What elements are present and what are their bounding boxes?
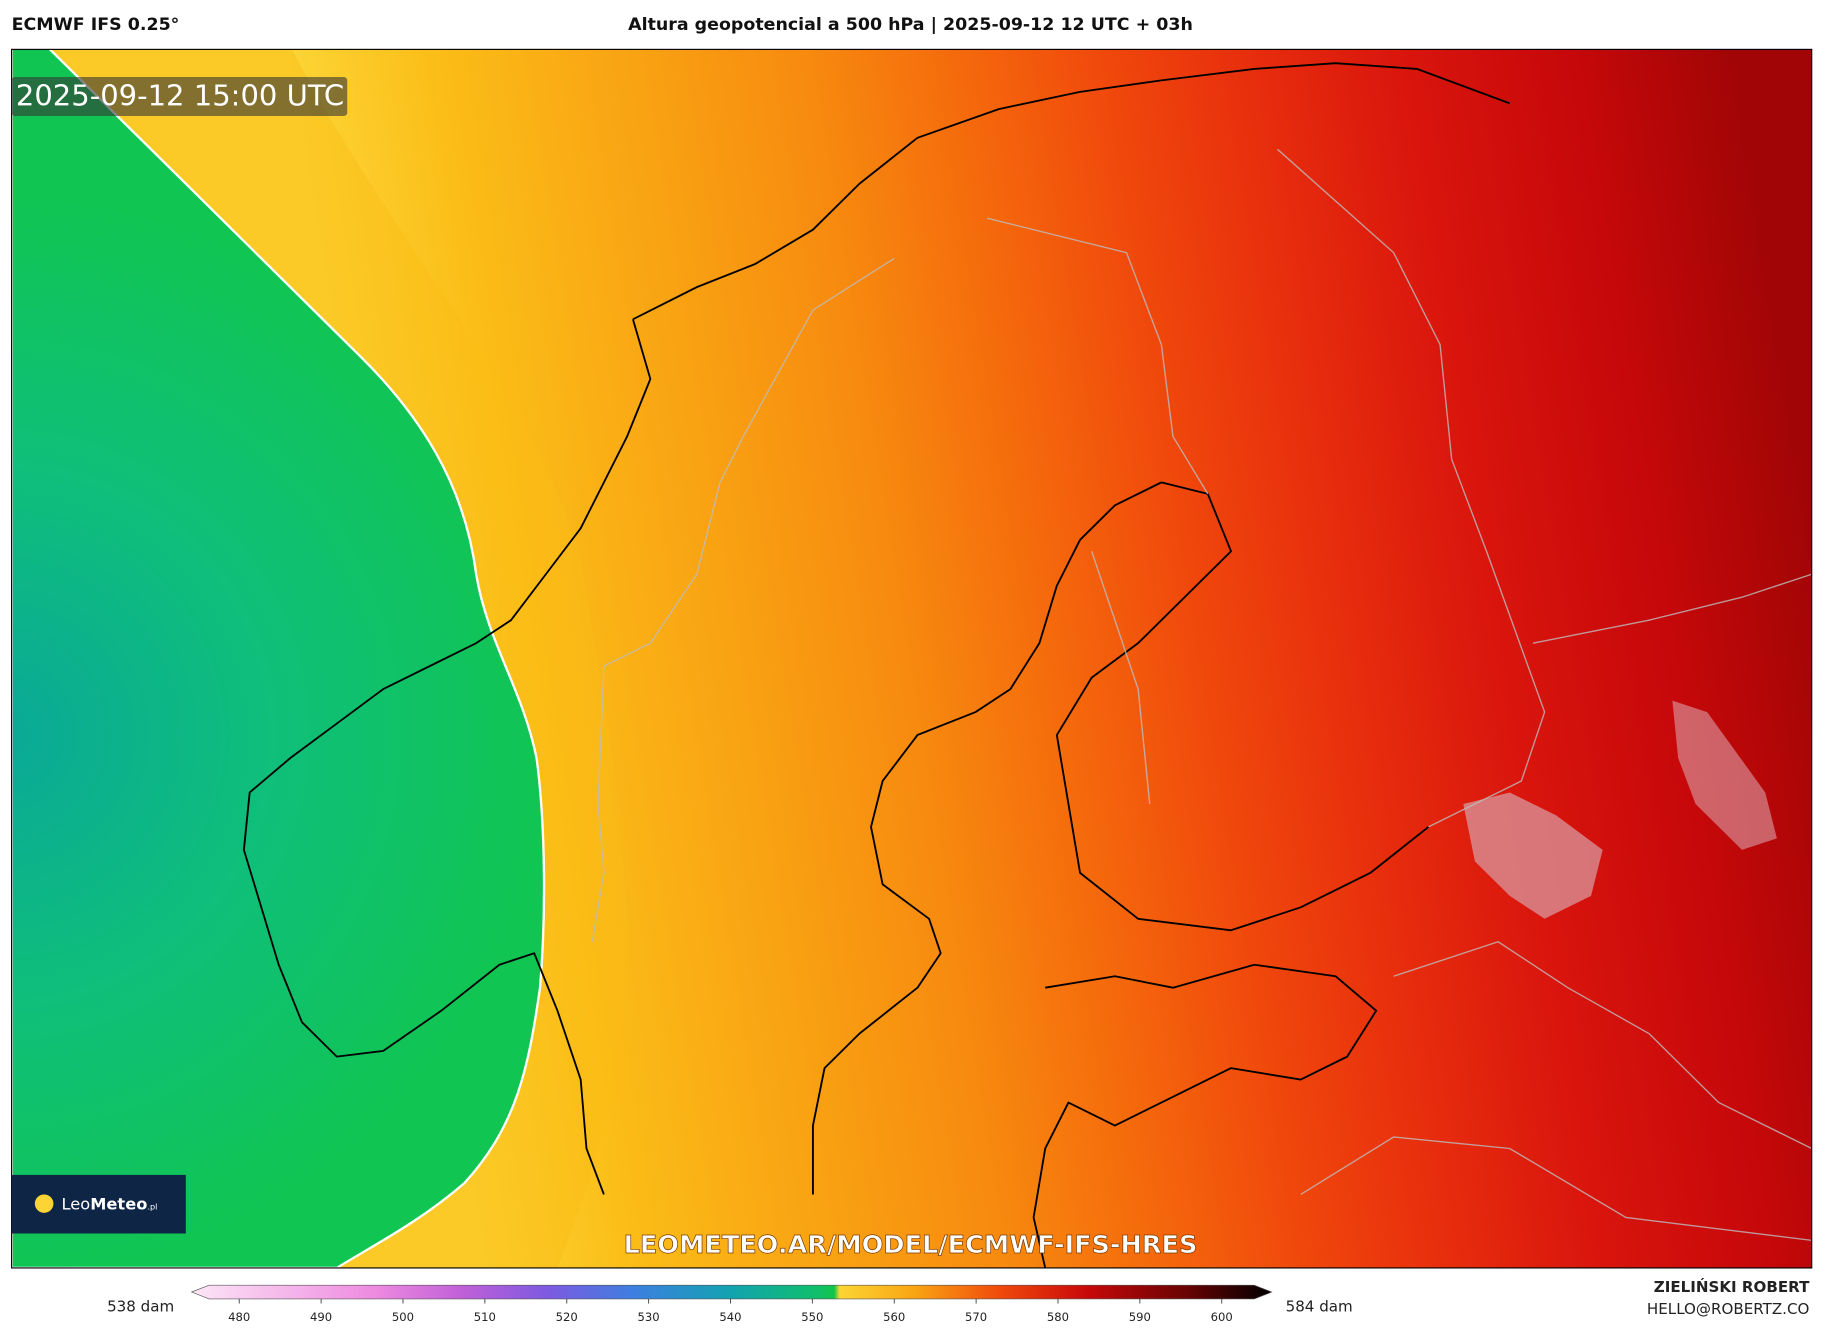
colorbar-tick-label: 520 — [556, 1310, 578, 1324]
contour-552 — [11, 49, 546, 1268]
colorbar-tick-label: 550 — [801, 1310, 823, 1324]
colorbar-tick-label: 490 — [310, 1310, 332, 1324]
lake — [1463, 792, 1603, 919]
logo-text: LeoMeteo.pl — [62, 1194, 158, 1213]
watermark: LEOMETEO.AR/MODEL/ECMWF-IFS-HRES — [624, 1229, 1198, 1259]
map-area — [11, 49, 1812, 1268]
logo-bold: Meteo — [90, 1194, 147, 1213]
colorbar-max: 584 dam — [1286, 1298, 1353, 1316]
model-name: ECMWF IFS 0.25° — [12, 15, 180, 35]
colorbar-tick-label: 590 — [1129, 1310, 1151, 1324]
coastline — [812, 481, 1430, 1195]
time-box — [11, 76, 348, 116]
coastline — [1032, 963, 1378, 1268]
email: HELLO@ROBERTZ.CO — [1647, 1300, 1809, 1318]
colorbar-tick-label: 580 — [1047, 1310, 1069, 1324]
logo: LeoMeteo.pl — [11, 1174, 186, 1234]
colorbar-ticks: 480 490 500 510 520 530 540 550 560 570 580 590 600 — [228, 1298, 1233, 1324]
colorbar-tick-label: 510 — [474, 1310, 496, 1324]
colorbar-tick-label: 480 — [228, 1310, 250, 1324]
logo-sun — [34, 1194, 54, 1213]
logo-light: Leo — [62, 1194, 91, 1213]
map-frame — [11, 48, 1813, 1269]
colorbar-tick-label: 500 — [392, 1310, 414, 1324]
logo-suffix: .pl — [147, 1201, 157, 1211]
map-title: Altura geopotencial a 500 hPa | 2025-09-… — [628, 15, 1193, 35]
colorbar-tick-label: 530 — [638, 1310, 660, 1324]
borders — [591, 148, 1812, 1242]
lake — [1672, 700, 1777, 850]
valid-time: 2025-09-12 15:00 UTC — [16, 79, 344, 113]
colorbar-min: 538 dam — [107, 1298, 174, 1316]
colorbar-tick-label: 560 — [883, 1310, 905, 1324]
author: ZIELIŃSKI ROBERT — [1654, 1277, 1810, 1296]
colorbar-tick-label: 600 — [1211, 1310, 1233, 1324]
coastline — [242, 62, 1511, 1195]
colorbar-tick-label: 540 — [719, 1310, 741, 1324]
colorbar-tick-label: 570 — [965, 1310, 987, 1324]
colorbar — [190, 1284, 1273, 1300]
